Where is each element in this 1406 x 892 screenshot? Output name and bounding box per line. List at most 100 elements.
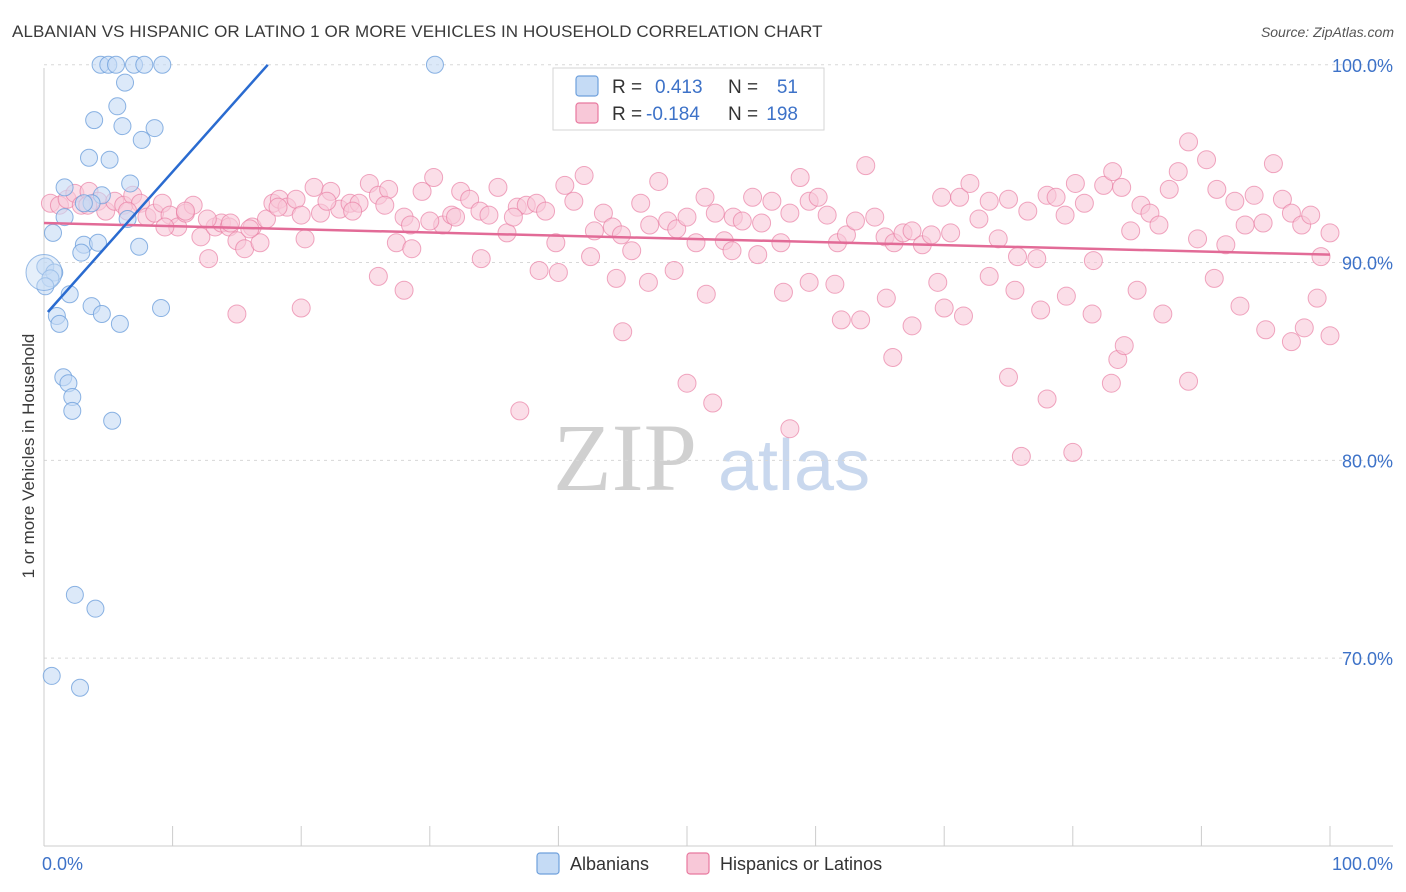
hispanics-point xyxy=(1037,389,1057,409)
hispanics-point xyxy=(220,213,240,233)
legend-r-value-2: -0.184 xyxy=(646,104,700,125)
hispanics-point xyxy=(1272,189,1292,209)
hispanics-point xyxy=(606,268,626,288)
hispanics-point xyxy=(969,209,989,229)
hispanics-point xyxy=(402,239,422,259)
legend-label-hispanics: Hispanics or Latinos xyxy=(720,854,882,874)
watermark-atlas: atlas xyxy=(718,426,870,506)
albanians-point xyxy=(71,678,90,697)
hispanics-point xyxy=(773,282,793,302)
hispanics-point xyxy=(1235,215,1255,235)
hispanics-point xyxy=(446,207,466,227)
hispanics-point xyxy=(1112,177,1132,197)
y-tick-label: 70.0% xyxy=(1342,649,1393,669)
albanians-point xyxy=(425,55,444,74)
hispanics-point xyxy=(1159,179,1179,199)
hispanics-point xyxy=(921,225,941,245)
legend-swatch-hispanics xyxy=(575,102,599,124)
y-tick-label: 90.0% xyxy=(1342,254,1393,274)
hispanics-point xyxy=(686,233,706,253)
hispanics-point xyxy=(1253,213,1273,233)
hispanics-point xyxy=(227,304,247,324)
hispanics-point xyxy=(999,189,1018,209)
albanians-point xyxy=(153,55,172,74)
hispanics-point xyxy=(613,322,633,342)
hispanics-point xyxy=(1103,162,1123,182)
hispanics-point xyxy=(1153,304,1173,324)
hispanics-point xyxy=(1320,223,1340,243)
albanians-point xyxy=(55,208,74,227)
hispanics-point xyxy=(941,223,961,243)
albanians-point xyxy=(116,73,135,92)
hispanics-point xyxy=(934,298,954,318)
hispanics-point xyxy=(1179,132,1199,152)
hispanics-point xyxy=(175,201,195,221)
hispanics-point xyxy=(1055,205,1075,225)
hispanics-point xyxy=(622,241,642,261)
hispanics-point xyxy=(503,207,523,227)
hispanics-point xyxy=(979,191,999,211)
albanians-point xyxy=(65,585,84,604)
hispanics-point xyxy=(412,181,432,201)
hispanics-point xyxy=(611,225,631,245)
hispanics-point xyxy=(876,288,896,308)
hispanics-point xyxy=(883,347,903,367)
hispanics-point xyxy=(932,187,952,207)
hispanics-point xyxy=(1083,251,1103,271)
hispanics-point xyxy=(1101,373,1121,393)
hispanics-point xyxy=(1188,229,1208,249)
hispanics-point xyxy=(902,316,922,336)
hispanics-point xyxy=(286,189,306,209)
watermark-zip: ZIP xyxy=(553,404,697,511)
albanians-point xyxy=(55,178,74,197)
hispanics-point xyxy=(1074,193,1094,213)
albanians-point xyxy=(107,55,126,74)
hispanics-point xyxy=(536,201,556,221)
hispanics-point xyxy=(291,205,311,225)
hispanics-point xyxy=(799,272,819,292)
hispanics-point xyxy=(1149,215,1169,235)
legend-n-label-2: N = xyxy=(728,104,758,125)
x-tick-label-min: 0.0% xyxy=(42,854,83,874)
albanians-point xyxy=(130,237,149,256)
hispanics-point xyxy=(695,187,715,207)
hispanics-point xyxy=(1307,288,1327,308)
hispanics-point xyxy=(420,211,440,231)
hispanics-point xyxy=(999,367,1018,387)
hispanics-point xyxy=(638,272,658,292)
grid-lines xyxy=(44,64,1393,659)
hispanics-point xyxy=(1063,442,1083,462)
hispanics-point xyxy=(752,213,772,233)
hispanics-point xyxy=(197,209,217,229)
hispanics-point xyxy=(1216,235,1236,255)
albanians-point xyxy=(89,233,108,252)
albanians-point xyxy=(85,111,104,130)
albanians-point xyxy=(63,401,82,420)
hispanics-point xyxy=(1301,205,1321,225)
hispanics-point xyxy=(1204,268,1224,288)
hispanics-point xyxy=(664,260,684,280)
hispanics-point xyxy=(1056,286,1076,306)
albanians-point xyxy=(110,314,129,333)
albanians-point xyxy=(50,314,69,333)
hispanics-point xyxy=(677,373,697,393)
hispanics-point xyxy=(1197,150,1217,170)
hispanics-point xyxy=(748,245,768,265)
hispanics-point xyxy=(1311,247,1331,267)
hispanics-point xyxy=(817,205,837,225)
hispanics-point xyxy=(780,419,800,439)
hispanics-point xyxy=(902,221,922,241)
hispanics-point xyxy=(703,393,723,413)
hispanics-point xyxy=(865,207,885,227)
hispanics-point xyxy=(548,262,568,282)
hispanics-point xyxy=(394,280,414,300)
source-label: Source: ZipAtlas.com xyxy=(1260,24,1394,40)
hispanics-point xyxy=(649,171,669,191)
hispanics-point xyxy=(1046,187,1066,207)
hispanics-point xyxy=(471,249,491,269)
hispanics-point xyxy=(1168,162,1188,182)
hispanics-point xyxy=(732,211,752,231)
hispanics-point xyxy=(1082,304,1102,324)
hispanics-point xyxy=(199,249,219,269)
